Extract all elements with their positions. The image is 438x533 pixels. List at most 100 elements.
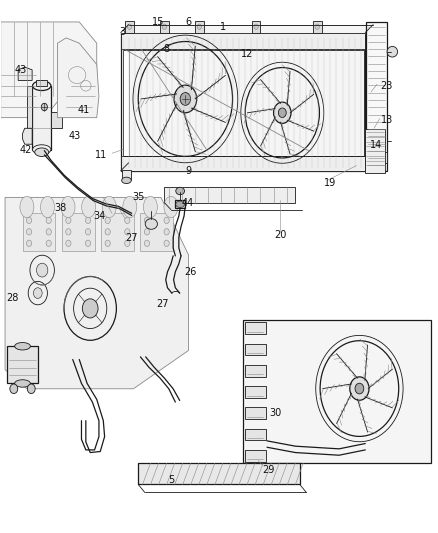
- Ellipse shape: [27, 384, 35, 393]
- Bar: [164, 187, 295, 203]
- Text: 38: 38: [54, 203, 66, 213]
- Ellipse shape: [387, 46, 398, 57]
- Bar: [123, 50, 364, 156]
- Ellipse shape: [274, 102, 291, 124]
- Ellipse shape: [69, 88, 74, 94]
- Text: 14: 14: [370, 140, 382, 150]
- Ellipse shape: [46, 217, 51, 223]
- Ellipse shape: [35, 148, 49, 157]
- Polygon shape: [141, 213, 173, 251]
- Bar: [129, 25, 380, 163]
- Bar: [122, 169, 131, 180]
- Polygon shape: [62, 67, 79, 75]
- Bar: [243, 320, 431, 463]
- Text: 29: 29: [263, 465, 275, 474]
- Ellipse shape: [85, 240, 91, 246]
- Text: 15: 15: [152, 17, 164, 27]
- Bar: [121, 35, 365, 171]
- Ellipse shape: [372, 155, 378, 161]
- Ellipse shape: [164, 217, 169, 223]
- Ellipse shape: [279, 108, 286, 118]
- Ellipse shape: [164, 240, 169, 246]
- Ellipse shape: [82, 299, 98, 318]
- Bar: [252, 21, 261, 33]
- Ellipse shape: [180, 93, 191, 106]
- Ellipse shape: [176, 187, 184, 195]
- Ellipse shape: [145, 240, 150, 246]
- Text: 20: 20: [274, 230, 286, 240]
- Ellipse shape: [355, 383, 364, 394]
- Polygon shape: [51, 112, 62, 128]
- Text: 11: 11: [95, 150, 108, 160]
- Ellipse shape: [174, 85, 197, 113]
- Text: 9: 9: [185, 166, 191, 176]
- Polygon shape: [365, 130, 385, 173]
- Bar: [138, 463, 300, 484]
- Text: 34: 34: [93, 211, 106, 221]
- Text: 35: 35: [132, 192, 145, 203]
- Ellipse shape: [145, 217, 150, 223]
- Ellipse shape: [26, 240, 32, 246]
- Ellipse shape: [162, 24, 166, 29]
- Bar: [245, 429, 266, 440]
- Ellipse shape: [26, 229, 32, 235]
- Bar: [121, 33, 365, 49]
- Text: 42: 42: [20, 144, 32, 155]
- Bar: [245, 407, 266, 419]
- Ellipse shape: [254, 24, 258, 29]
- Text: 3: 3: [119, 27, 125, 37]
- Polygon shape: [368, 152, 387, 163]
- Polygon shape: [27, 86, 32, 128]
- Ellipse shape: [145, 219, 157, 229]
- Polygon shape: [1, 22, 97, 118]
- Ellipse shape: [63, 80, 68, 86]
- Ellipse shape: [41, 103, 47, 111]
- Bar: [36, 80, 47, 86]
- Ellipse shape: [145, 229, 150, 235]
- Bar: [313, 21, 321, 33]
- Ellipse shape: [122, 177, 131, 183]
- Text: 5: 5: [168, 475, 174, 485]
- Ellipse shape: [125, 240, 130, 246]
- Ellipse shape: [65, 66, 72, 74]
- Ellipse shape: [66, 217, 71, 223]
- Ellipse shape: [81, 196, 95, 217]
- Ellipse shape: [40, 196, 54, 217]
- Ellipse shape: [105, 229, 110, 235]
- Ellipse shape: [143, 196, 157, 217]
- Text: 6: 6: [185, 17, 191, 27]
- Text: 1: 1: [220, 22, 226, 33]
- Bar: [245, 450, 266, 462]
- Ellipse shape: [32, 145, 51, 155]
- Text: 41: 41: [77, 104, 89, 115]
- Polygon shape: [22, 213, 55, 251]
- Bar: [125, 21, 134, 33]
- Bar: [245, 386, 266, 398]
- Polygon shape: [18, 67, 32, 80]
- Text: 26: 26: [184, 267, 197, 277]
- Ellipse shape: [123, 196, 137, 217]
- Text: 27: 27: [156, 298, 169, 309]
- Ellipse shape: [46, 229, 51, 235]
- Polygon shape: [57, 38, 99, 118]
- Ellipse shape: [102, 196, 116, 217]
- Ellipse shape: [46, 240, 51, 246]
- Ellipse shape: [85, 229, 91, 235]
- Polygon shape: [7, 346, 38, 383]
- Ellipse shape: [36, 263, 48, 277]
- Bar: [245, 365, 266, 376]
- Bar: [160, 21, 169, 33]
- Polygon shape: [62, 213, 95, 251]
- Ellipse shape: [26, 217, 32, 223]
- Ellipse shape: [315, 24, 319, 29]
- Ellipse shape: [176, 201, 184, 207]
- Text: 27: 27: [125, 233, 138, 244]
- Ellipse shape: [33, 288, 42, 298]
- Ellipse shape: [350, 377, 369, 400]
- Polygon shape: [5, 197, 188, 389]
- Text: 44: 44: [182, 198, 194, 208]
- Text: 8: 8: [163, 44, 170, 53]
- Text: 12: 12: [241, 49, 254, 59]
- Text: 43: 43: [14, 65, 27, 75]
- Text: 43: 43: [68, 131, 81, 141]
